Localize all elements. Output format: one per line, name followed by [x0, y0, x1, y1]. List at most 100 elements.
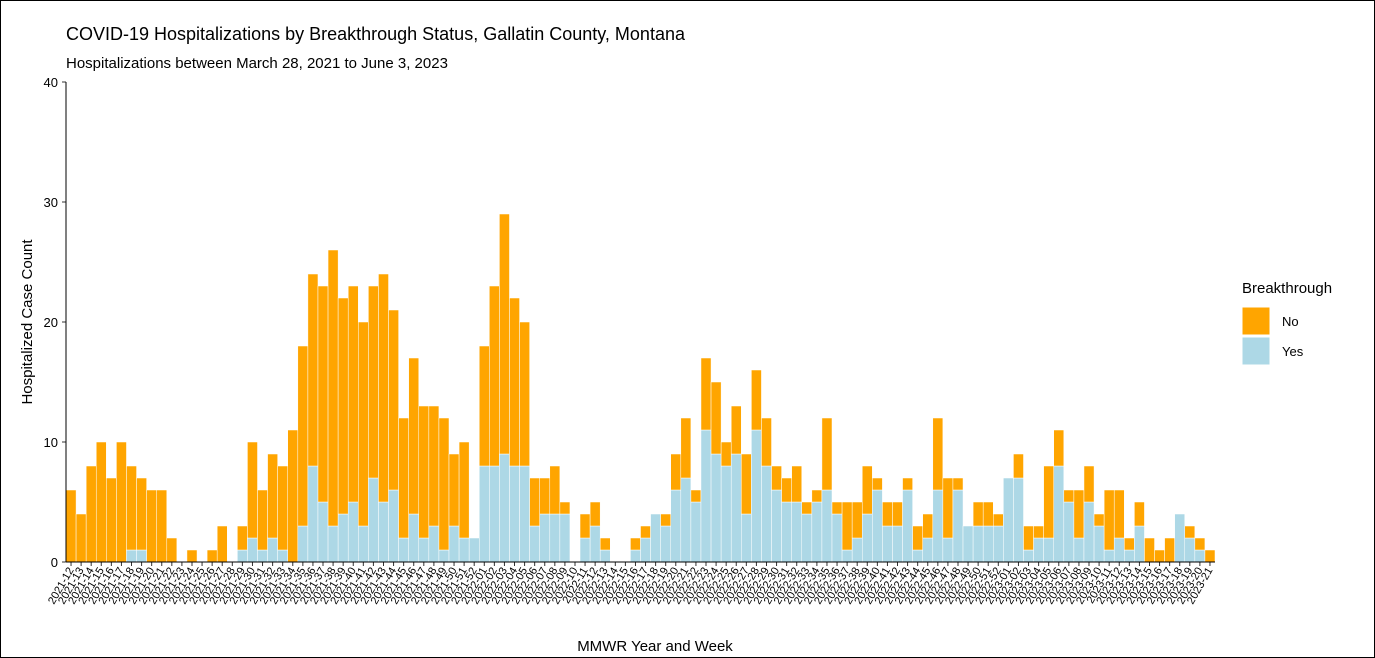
- bar-segment: [761, 465, 772, 563]
- bar-segment: [85, 465, 97, 563]
- bar-segment: [327, 249, 339, 527]
- bar-segment: [942, 477, 954, 539]
- bar-segment: [841, 549, 853, 563]
- bar-segment: [1093, 525, 1105, 563]
- bar-segment: [1103, 549, 1115, 563]
- bar-segment: [398, 417, 409, 539]
- bar-segment: [237, 525, 248, 551]
- bar-segment: [640, 525, 651, 539]
- bar-segment: [1023, 525, 1034, 551]
- bar-segment: [267, 453, 278, 539]
- bar-segment: [559, 513, 571, 563]
- bar-segment: [478, 465, 490, 563]
- bar-segment: [791, 465, 803, 503]
- bar-segment: [358, 525, 369, 563]
- bar-segment: [489, 465, 500, 563]
- bar-segment: [781, 477, 792, 503]
- bar-segment: [408, 357, 420, 515]
- bar-segment: [1073, 489, 1085, 539]
- bar-segment: [509, 297, 520, 467]
- bar-segment: [851, 537, 863, 563]
- bar-segment: [589, 501, 601, 527]
- bar-segment: [761, 417, 772, 467]
- bar-segment: [892, 501, 903, 527]
- bar-segment: [116, 441, 127, 563]
- bar-segment: [1184, 525, 1196, 539]
- bar-segment: [75, 513, 87, 563]
- bar-segment: [267, 537, 278, 563]
- bar-segment: [1184, 537, 1196, 563]
- bar-segment: [670, 453, 682, 491]
- bar-segment: [841, 501, 853, 551]
- bar-segment: [831, 501, 843, 515]
- bar-segment: [559, 501, 571, 515]
- bar-segment: [327, 525, 339, 563]
- bar-segment: [1113, 489, 1125, 539]
- bar-segment: [438, 417, 450, 551]
- bar-segment: [378, 273, 389, 503]
- bar-segment: [438, 549, 450, 563]
- bar-segment: [599, 549, 611, 563]
- bar-segment: [1113, 537, 1125, 563]
- bar-segment: [257, 549, 268, 563]
- bar-segment: [206, 549, 218, 563]
- bar-segment: [297, 525, 309, 563]
- bar-segment: [771, 489, 782, 563]
- bar-segment: [1043, 465, 1054, 539]
- bar-segment: [378, 501, 389, 563]
- bar-segment: [640, 537, 651, 563]
- y-tick-label: 20: [44, 315, 58, 330]
- bar-segment: [347, 285, 359, 503]
- bar-segment: [146, 489, 157, 563]
- bar-segment: [499, 213, 510, 455]
- legend-key: [1241, 336, 1271, 366]
- bar-segment: [791, 501, 803, 563]
- bar-segment: [95, 441, 107, 563]
- y-tick-label: 10: [44, 435, 58, 450]
- bar-segment: [1053, 465, 1065, 563]
- y-tick-label: 30: [44, 195, 58, 210]
- bar-segment: [307, 273, 319, 467]
- bar-segment: [1174, 513, 1186, 563]
- bar-segment: [1083, 501, 1095, 563]
- bar-segment: [831, 513, 843, 563]
- bar-segment: [307, 465, 319, 563]
- bar-segment: [428, 405, 440, 527]
- bar-segment: [156, 489, 168, 563]
- bar-segment: [297, 345, 309, 527]
- bar-segment: [730, 405, 742, 455]
- bar-segment: [1013, 477, 1024, 563]
- bar-segment: [771, 465, 782, 491]
- bar-segment: [1073, 537, 1085, 563]
- bar-segment: [680, 477, 692, 563]
- legend-key: [1241, 306, 1271, 336]
- y-tick-label: 40: [44, 75, 58, 90]
- bar-segment: [529, 477, 540, 527]
- bar-segment: [1134, 525, 1145, 563]
- bar-segment: [902, 477, 913, 491]
- bar-segment: [398, 537, 409, 563]
- bar-segment: [277, 549, 288, 563]
- bar-segment: [680, 417, 692, 479]
- legend-title: Breakthrough: [1242, 280, 1332, 297]
- bar-segment: [630, 549, 641, 563]
- bar-segment: [821, 489, 833, 563]
- bar-segment: [1164, 537, 1175, 563]
- bar-segment: [458, 441, 470, 539]
- bar-segment: [912, 525, 923, 551]
- bar-segment: [126, 465, 137, 551]
- bar-segment: [519, 321, 530, 467]
- bar-segment: [922, 513, 934, 539]
- bar-segment: [1124, 537, 1135, 551]
- bar-segment: [872, 489, 883, 563]
- bar-segment: [1033, 525, 1044, 539]
- bar-segment: [982, 501, 994, 527]
- bar-segment: [811, 501, 823, 563]
- bar-segment: [136, 549, 147, 563]
- bar-segment: [1204, 549, 1216, 563]
- bar-segment: [579, 537, 591, 563]
- bar-segment: [710, 381, 722, 455]
- bar-segment: [1134, 501, 1145, 527]
- bar-segment: [136, 477, 147, 551]
